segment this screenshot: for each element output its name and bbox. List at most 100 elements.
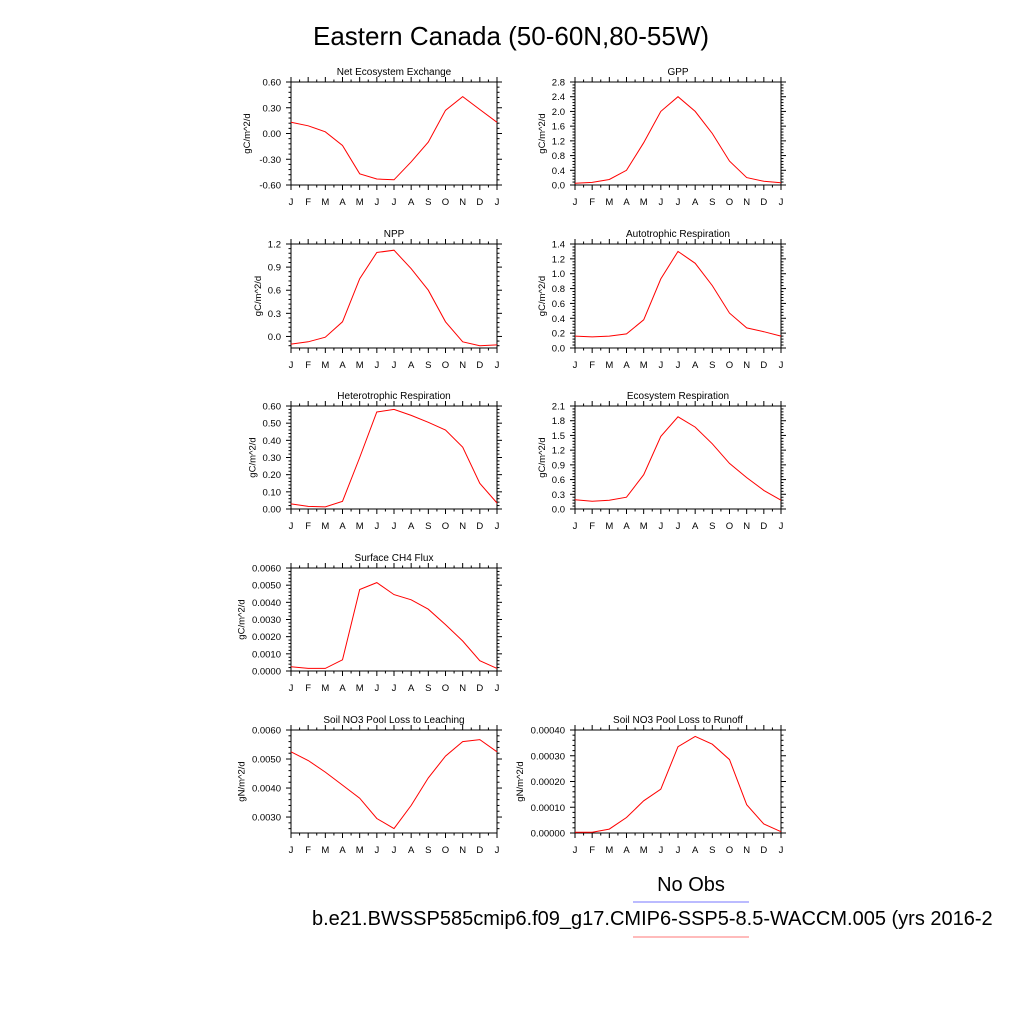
x-tick-label: J bbox=[374, 197, 379, 208]
x-tick-label: J bbox=[495, 360, 500, 371]
y-tick-label: 0.4 bbox=[552, 166, 565, 177]
y-tick-label: 0.00010 bbox=[531, 803, 565, 814]
x-tick-label: A bbox=[339, 197, 346, 208]
y-tick-label: 0.6 bbox=[268, 286, 281, 297]
panel-title: Soil NO3 Pool Loss to Runoff bbox=[613, 715, 743, 726]
x-tick-label: J bbox=[289, 845, 294, 856]
x-tick-label: J bbox=[374, 683, 379, 694]
x-tick-label: M bbox=[605, 360, 613, 371]
x-tick-label: N bbox=[743, 521, 750, 532]
x-tick-label: O bbox=[442, 360, 449, 371]
y-axis-label: gC/m^2/d bbox=[242, 113, 253, 153]
y-tick-label: 0.8 bbox=[552, 284, 565, 295]
plot-frame bbox=[290, 81, 498, 186]
x-tick-label: N bbox=[743, 845, 750, 856]
series-line bbox=[290, 249, 498, 347]
y-tick-label: 0.3 bbox=[268, 309, 281, 320]
y-tick-label: 0.0 bbox=[552, 344, 565, 355]
plot-frame bbox=[574, 405, 782, 510]
x-tick-label: S bbox=[425, 197, 431, 208]
x-tick-label: A bbox=[339, 521, 346, 532]
y-tick-label: 0.0 bbox=[268, 332, 281, 343]
x-tick-label: J bbox=[658, 360, 663, 371]
plot-frame bbox=[290, 405, 498, 510]
x-tick-label: M bbox=[640, 360, 648, 371]
y-tick-label: 0.30 bbox=[263, 453, 282, 464]
x-tick-label: M bbox=[321, 683, 329, 694]
x-tick-label: M bbox=[605, 845, 613, 856]
y-tick-label: 0.0040 bbox=[252, 784, 281, 795]
x-tick-label: M bbox=[356, 197, 364, 208]
x-tick-label: F bbox=[305, 197, 311, 208]
x-tick-label: A bbox=[623, 197, 630, 208]
x-tick-label: S bbox=[425, 683, 431, 694]
x-tick-label: D bbox=[760, 360, 767, 371]
x-tick-label: J bbox=[779, 197, 784, 208]
y-tick-label: 0.0 bbox=[552, 181, 565, 192]
panel-title: Ecosystem Respiration bbox=[627, 391, 729, 402]
y-tick-label: 0.50 bbox=[263, 419, 282, 430]
y-tick-label: 2.4 bbox=[552, 92, 565, 103]
x-tick-label: J bbox=[374, 845, 379, 856]
y-tick-label: 0.00000 bbox=[531, 829, 565, 840]
x-tick-label: M bbox=[356, 521, 364, 532]
panel-title: Soil NO3 Pool Loss to Leaching bbox=[323, 715, 464, 726]
x-tick-label: D bbox=[476, 845, 483, 856]
x-tick-label: O bbox=[726, 521, 733, 532]
y-axis-label: gC/m^2/d bbox=[537, 437, 548, 477]
plot-frame bbox=[290, 729, 498, 834]
x-tick-label: N bbox=[459, 683, 466, 694]
series-line bbox=[290, 582, 498, 669]
x-tick-label: S bbox=[709, 521, 715, 532]
x-tick-label: M bbox=[356, 845, 364, 856]
x-tick-label: M bbox=[640, 845, 648, 856]
series-line bbox=[290, 739, 498, 830]
y-axis-label: gC/m^2/d bbox=[247, 437, 258, 477]
x-tick-label: A bbox=[692, 197, 699, 208]
panel-title: Net Ecosystem Exchange bbox=[337, 67, 452, 78]
panel-title: Autotrophic Respiration bbox=[626, 229, 730, 240]
x-tick-label: A bbox=[339, 845, 346, 856]
x-tick-label: O bbox=[442, 683, 449, 694]
y-tick-label: 0.3 bbox=[552, 490, 565, 501]
x-tick-label: J bbox=[573, 197, 578, 208]
series-line bbox=[574, 416, 782, 502]
y-tick-label: 1.6 bbox=[552, 122, 565, 133]
y-tick-label: 1.2 bbox=[552, 254, 565, 265]
x-tick-label: A bbox=[339, 683, 346, 694]
y-tick-label: 0.0000 bbox=[252, 667, 281, 678]
x-tick-label: F bbox=[589, 521, 595, 532]
legend-model-label: b.e21.BWSSP585cmip6.f09_g17.CMIP6-SSP5-8… bbox=[312, 908, 993, 930]
x-tick-label: M bbox=[321, 845, 329, 856]
x-tick-label: D bbox=[476, 360, 483, 371]
y-axis-label: gC/m^2/d bbox=[237, 599, 248, 639]
x-tick-label: M bbox=[356, 683, 364, 694]
plot-frame bbox=[574, 81, 782, 186]
y-tick-label: 1.2 bbox=[552, 446, 565, 457]
x-tick-label: J bbox=[573, 360, 578, 371]
y-tick-label: 0.0010 bbox=[252, 649, 281, 660]
x-tick-label: S bbox=[425, 845, 431, 856]
x-tick-label: J bbox=[495, 197, 500, 208]
x-tick-label: O bbox=[442, 197, 449, 208]
series-line bbox=[290, 408, 498, 508]
figure-title: Eastern Canada (50-60N,80-55W) bbox=[313, 21, 709, 51]
legend: No Obs b.e21.BWSSP585cmip6.f09_g17.CMIP6… bbox=[312, 874, 993, 938]
plot-frame bbox=[290, 243, 498, 349]
y-tick-label: 1.8 bbox=[552, 416, 565, 427]
x-tick-label: J bbox=[495, 683, 500, 694]
x-tick-label: D bbox=[760, 521, 767, 532]
panel-title: GPP bbox=[667, 67, 688, 78]
x-tick-label: J bbox=[495, 845, 500, 856]
y-tick-label: 0.30 bbox=[263, 103, 282, 114]
y-tick-label: 0.20 bbox=[263, 470, 282, 481]
x-tick-label: A bbox=[692, 521, 699, 532]
y-tick-label: 0.00 bbox=[263, 129, 282, 140]
